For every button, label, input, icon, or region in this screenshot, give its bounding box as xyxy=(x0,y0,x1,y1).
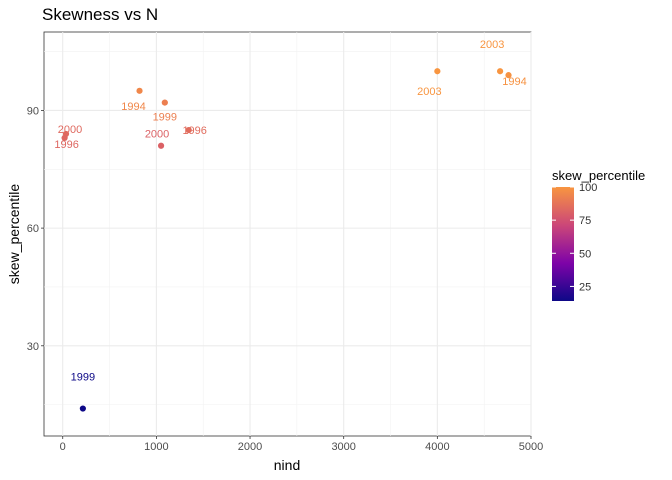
y-tick-label: 60 xyxy=(27,223,39,235)
legend-title: skew_percentile xyxy=(552,168,645,183)
data-point xyxy=(61,134,68,142)
chart-title: Skewness vs N xyxy=(42,5,158,24)
color-legend: skew_percentile 25 50 75 100 xyxy=(552,168,645,301)
data-points xyxy=(61,68,512,412)
data-point xyxy=(161,99,168,106)
data-point xyxy=(185,126,192,134)
data-point xyxy=(434,68,441,75)
point-label: 1994 xyxy=(502,76,526,88)
y-axis-ticks: 30 60 90 xyxy=(27,105,44,353)
plot-panel xyxy=(43,31,532,437)
point-label: 1999 xyxy=(153,112,177,124)
legend-tick-label: 50 xyxy=(579,248,591,260)
legend-ticks: 25 50 75 100 xyxy=(552,182,597,293)
x-tick-label: 0 xyxy=(60,441,66,453)
point-label: 1999 xyxy=(71,372,95,384)
x-tick-label: 5000 xyxy=(519,441,543,453)
point-label: 2000 xyxy=(145,129,169,141)
y-axis-title: skew_percentile xyxy=(6,184,22,285)
legend-tick-label: 100 xyxy=(579,182,597,194)
point-label: 1994 xyxy=(121,101,145,113)
legend-tick-label: 25 xyxy=(579,281,591,293)
x-tick-label: 2000 xyxy=(238,441,262,453)
point-label: 2000 xyxy=(58,124,82,136)
x-axis-title: nind xyxy=(274,457,300,473)
point-label: 2003 xyxy=(480,39,504,51)
data-point xyxy=(505,72,512,79)
data-point xyxy=(79,405,86,412)
x-tick-label: 1000 xyxy=(144,441,168,453)
data-point xyxy=(496,68,504,75)
point-label: 2003 xyxy=(417,86,441,98)
x-tick-label: 3000 xyxy=(331,441,355,453)
y-tick-label: 30 xyxy=(27,341,39,353)
x-tick-label: 4000 xyxy=(425,441,449,453)
x-axis-ticks: 0 1000 2000 3000 4000 5000 xyxy=(60,436,543,453)
data-point xyxy=(157,142,165,149)
y-tick-label: 90 xyxy=(27,105,39,117)
gridlines xyxy=(44,32,532,436)
point-label: 1996 xyxy=(54,139,78,151)
colorbar xyxy=(552,187,574,301)
data-point xyxy=(136,87,143,94)
legend-tick-label: 75 xyxy=(579,215,591,227)
